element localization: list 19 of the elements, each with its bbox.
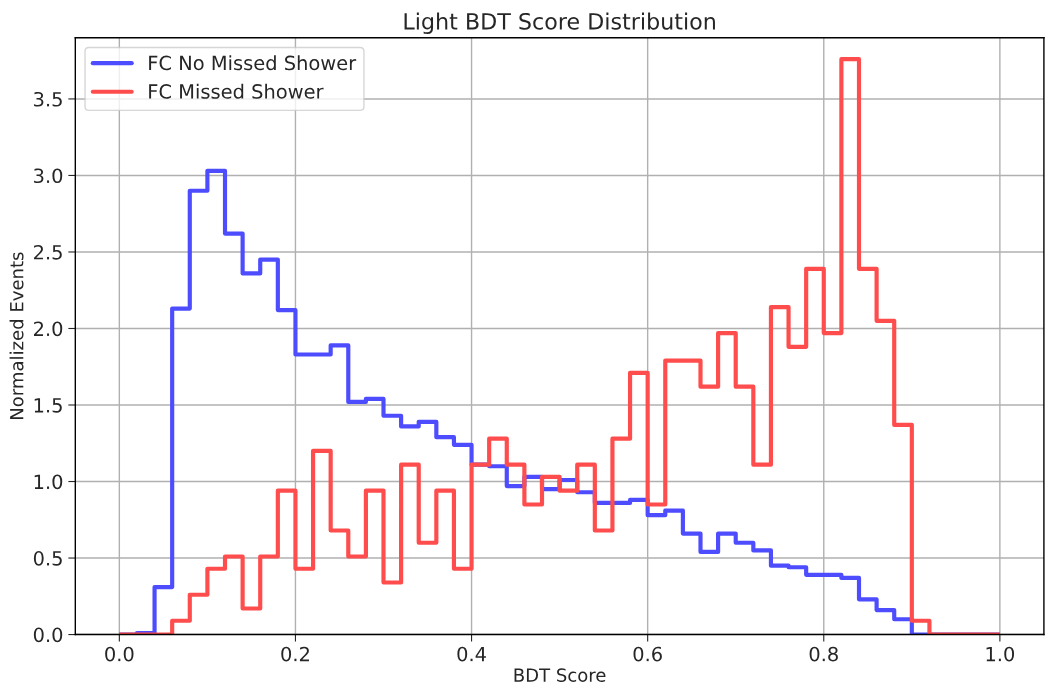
x-tick-label: 0.2 bbox=[281, 646, 309, 662]
y-tick-label: 2.0 bbox=[34, 321, 63, 337]
x-tick-label: 0.4 bbox=[457, 646, 486, 662]
y-tick-label: 3.5 bbox=[34, 91, 62, 107]
legend-label: FC Missed Shower bbox=[149, 83, 324, 99]
x-tick-label: 0.6 bbox=[633, 646, 662, 662]
x-axis-title: BDT Score bbox=[514, 668, 606, 682]
y-tick-label: 1.5 bbox=[34, 398, 62, 413]
x-tick-label: 1.0 bbox=[986, 646, 1015, 662]
chart-title: Light BDT Score Distribution bbox=[404, 12, 715, 35]
x-tick-label: 0.0 bbox=[105, 646, 134, 662]
y-tick-label: 3.0 bbox=[34, 168, 63, 184]
y-tick-label: 0.5 bbox=[33, 550, 62, 566]
legend-label: FC No Missed Shower bbox=[149, 55, 357, 71]
x-tick-label: 0.8 bbox=[809, 646, 838, 662]
y-tick-label: 2.5 bbox=[34, 244, 62, 260]
y-axis-title: Normalized Events bbox=[9, 252, 24, 419]
y-tick-label: 1.0 bbox=[34, 474, 63, 490]
y-tick-label: 0.0 bbox=[33, 627, 63, 643]
